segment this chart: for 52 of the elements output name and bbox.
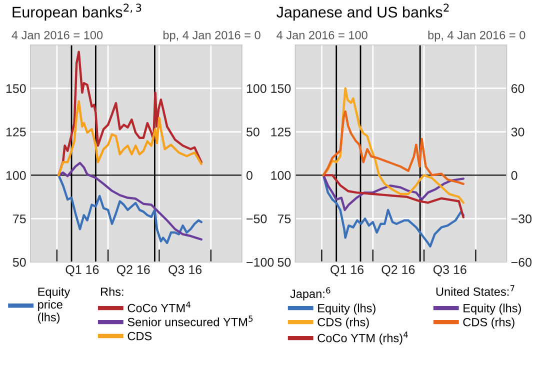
y-tick-label: 100	[271, 171, 291, 180]
y-tick-label: 100	[6, 171, 26, 180]
y-tick-label: 150	[6, 84, 26, 93]
y2-tick-label: 50	[246, 128, 260, 136]
y-tick-label: 75	[13, 214, 26, 224]
y-axis-title: 4 Jan 2016 = 100	[12, 30, 103, 40]
text: Japan:$^{6}$	[290, 287, 330, 300]
legend-label: Equity (lhs)	[464, 304, 521, 315]
x-tick-label: Q2 16	[382, 265, 415, 276]
line-series	[57, 162, 202, 241]
y-tick-label: 50	[12, 258, 26, 267]
y-tick-label: 125	[271, 128, 291, 136]
chart-title: European banks$^{2,3}$	[12, 4, 142, 21]
y-tick-label: 125	[6, 128, 26, 136]
y2-tick-label: 0	[246, 171, 252, 180]
y2-axis-title: bp, 4 Jan 2016 = 0	[428, 30, 526, 42]
text: Rhs:	[101, 287, 124, 296]
y2-tick-label: 60	[511, 84, 524, 93]
line-series	[57, 174, 202, 244]
legend-label: CoCo YTM (rhs)$^{4}$	[318, 332, 408, 345]
y2-tick-label: 100	[246, 84, 266, 93]
text: United States:$^{7}$	[436, 285, 514, 296]
legend-label: CoCo YTM$^{4}$	[128, 302, 190, 312]
y-tick-label: 50	[278, 258, 291, 267]
chart-title: Japanese and US banks$^{2}$	[276, 4, 449, 21]
y-axis-title: 4 Jan 2016 = 100	[276, 30, 368, 40]
y2-tick-label: −60	[511, 258, 532, 267]
y-tick-label: 75	[278, 214, 291, 224]
x-tick-label: Q2 16	[116, 265, 150, 276]
legend-label: Equity (lhs)	[318, 304, 376, 315]
line-series	[322, 174, 464, 248]
y2-tick-label: −100	[246, 258, 274, 267]
line-series	[322, 87, 464, 204]
x-tick-label: Q3 16	[168, 265, 202, 276]
y-tick-label: 150	[271, 84, 291, 93]
line-series	[57, 100, 202, 176]
y2-axis-title: bp, 4 Jan 2016 = 0	[163, 30, 260, 42]
legend-label: Senior unsecured YTM$^{5}$	[128, 316, 253, 326]
y2-tick-label: 30	[511, 128, 524, 136]
line-series	[322, 174, 464, 212]
x-tick-label: Q3 16	[433, 265, 466, 276]
line-series	[322, 110, 464, 185]
x-tick-label: Q1 16	[330, 265, 364, 276]
line-series	[322, 174, 464, 218]
x-tick-label: Q1 16	[66, 265, 99, 276]
legend-label: CDS	[128, 332, 152, 340]
legend-label: CDS (rhs)	[318, 318, 369, 329]
y2-tick-label: −50	[246, 214, 267, 224]
y2-tick-label: 0	[511, 171, 518, 180]
y2-tick-label: −30	[511, 214, 532, 224]
legend-label: Equity price (lhs)	[38, 287, 70, 324]
legend-label: CDS (rhs)	[463, 318, 514, 329]
